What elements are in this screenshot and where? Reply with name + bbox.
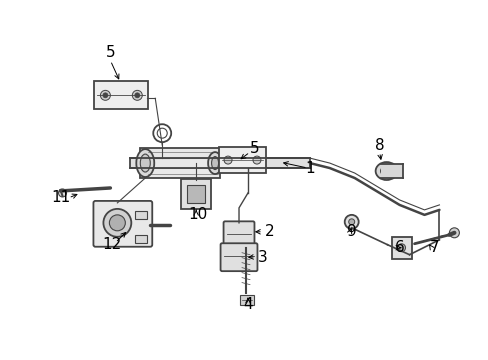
Bar [380, 164, 402, 178]
FancyBboxPatch shape [94, 81, 148, 109]
Circle shape [132, 90, 142, 100]
FancyBboxPatch shape [181, 179, 211, 209]
Bar [140, 148, 220, 178]
Text: 11: 11 [51, 190, 70, 206]
Text: 5: 5 [105, 45, 115, 60]
Text: 8: 8 [374, 138, 384, 153]
Circle shape [100, 90, 110, 100]
Circle shape [397, 244, 405, 252]
Ellipse shape [136, 149, 154, 177]
Text: 6: 6 [394, 240, 404, 255]
Text: 9: 9 [346, 224, 356, 239]
FancyBboxPatch shape [391, 237, 411, 259]
Circle shape [102, 93, 108, 98]
Circle shape [103, 209, 131, 237]
Text: 7: 7 [429, 240, 438, 255]
FancyBboxPatch shape [223, 221, 254, 246]
Text: 12: 12 [102, 237, 122, 252]
Circle shape [344, 215, 358, 229]
Ellipse shape [208, 152, 222, 174]
Text: 3: 3 [258, 250, 267, 265]
Circle shape [448, 228, 458, 238]
Text: 4: 4 [243, 297, 252, 312]
Circle shape [135, 93, 140, 98]
Text: 10: 10 [188, 207, 207, 222]
Bar [187, 185, 204, 203]
Polygon shape [130, 158, 309, 168]
Ellipse shape [211, 157, 218, 170]
Ellipse shape [375, 162, 397, 180]
Bar [135, 211, 147, 219]
FancyBboxPatch shape [239, 295, 254, 305]
Text: 1: 1 [304, 161, 314, 176]
Circle shape [224, 156, 232, 164]
Circle shape [109, 215, 125, 231]
Circle shape [252, 156, 261, 164]
FancyBboxPatch shape [93, 201, 152, 247]
FancyBboxPatch shape [219, 147, 265, 173]
Text: 5: 5 [250, 141, 259, 156]
Ellipse shape [380, 166, 392, 176]
Ellipse shape [140, 154, 150, 172]
Bar [135, 235, 147, 243]
Text: 2: 2 [264, 224, 274, 239]
Circle shape [348, 219, 354, 225]
FancyBboxPatch shape [220, 243, 257, 271]
Circle shape [59, 189, 66, 197]
